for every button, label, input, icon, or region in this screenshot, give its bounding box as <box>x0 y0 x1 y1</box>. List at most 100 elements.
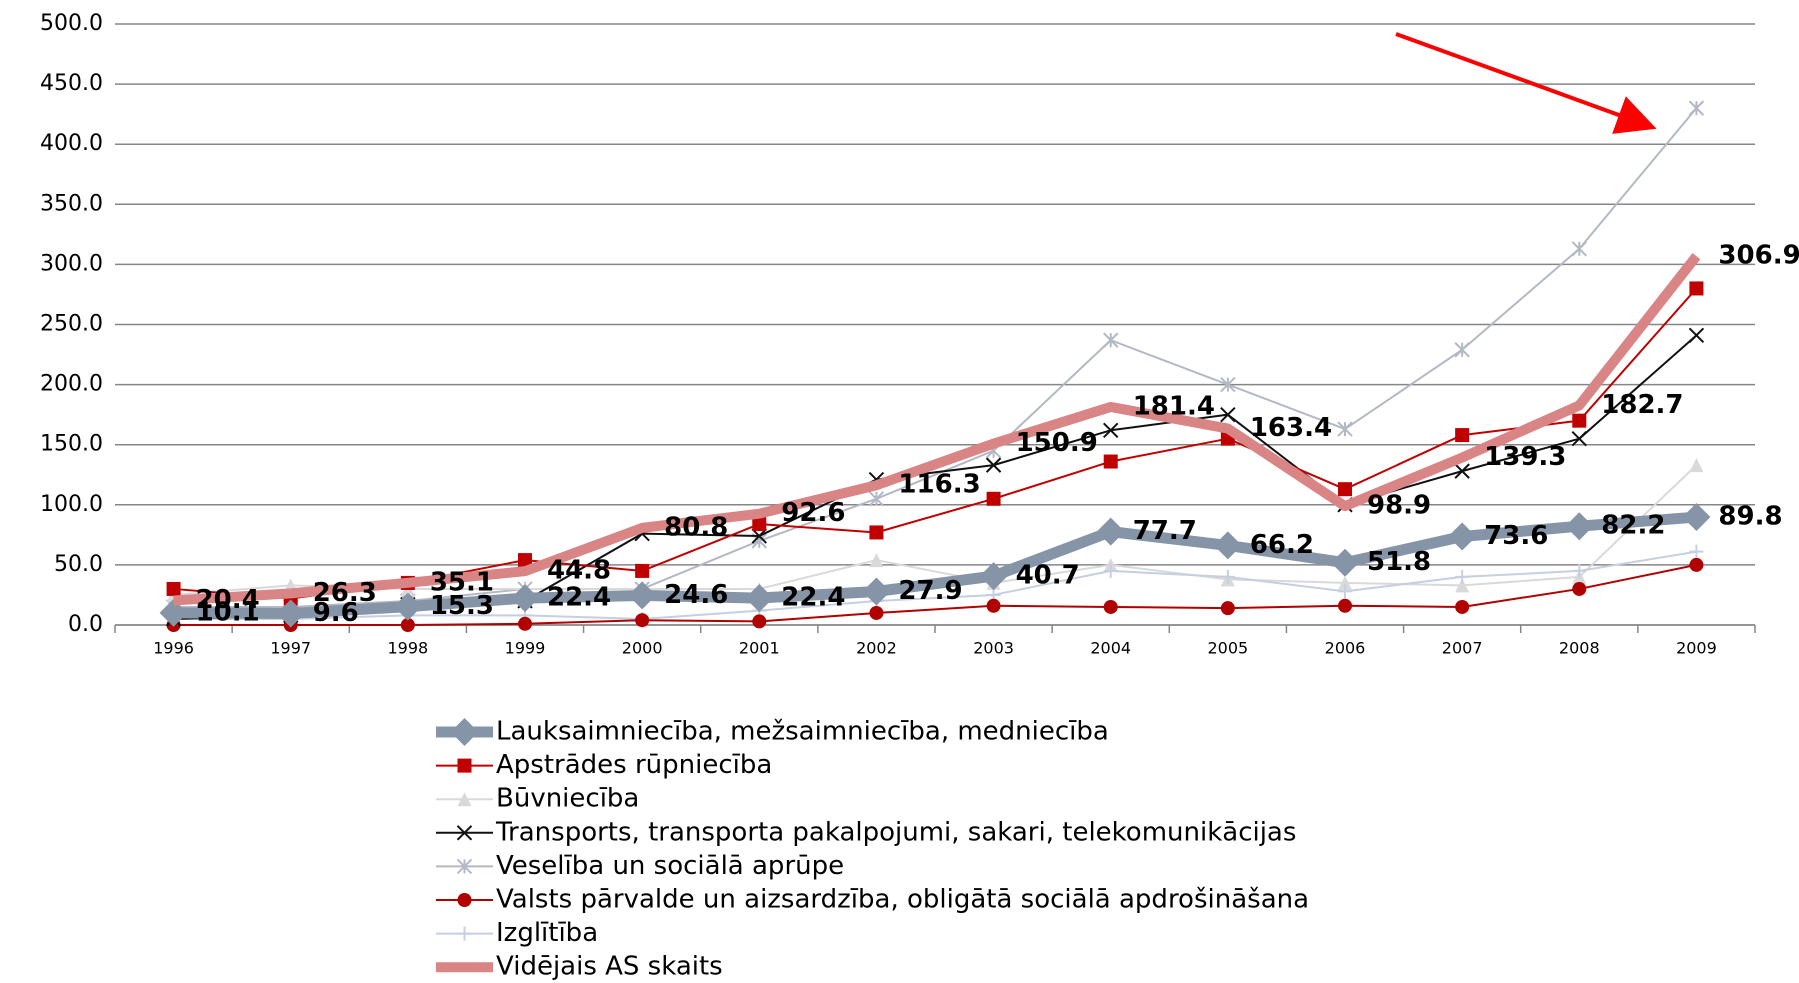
marker <box>1565 512 1594 541</box>
marker <box>635 613 650 628</box>
marker <box>869 553 884 568</box>
marker <box>979 562 1008 591</box>
marker <box>1213 531 1242 560</box>
data-label: 44.8 <box>547 556 611 586</box>
marker <box>1455 428 1470 443</box>
data-label: 27.9 <box>898 576 962 606</box>
marker <box>400 618 415 632</box>
y-tick-label: 500.0 <box>40 11 103 36</box>
marker <box>745 584 774 613</box>
data-label: 24.6 <box>664 580 728 610</box>
y-tick-label: 100.0 <box>40 492 103 517</box>
data-label: 80.8 <box>664 512 728 542</box>
marker <box>1688 100 1705 116</box>
y-tick-label: 150.0 <box>40 432 103 457</box>
data-label: 9.6 <box>313 598 359 628</box>
marker <box>1454 463 1470 479</box>
data-label: 51.8 <box>1367 547 1431 577</box>
data-label: 77.7 <box>1133 516 1197 546</box>
marker <box>1689 458 1704 473</box>
marker <box>1455 569 1470 584</box>
marker <box>1337 421 1353 437</box>
y-tick-label: 450.0 <box>40 71 103 96</box>
marker <box>635 563 650 578</box>
y-tick-label: 250.0 <box>40 312 103 337</box>
data-label: 26.3 <box>313 578 377 608</box>
data-label: 182.7 <box>1601 390 1683 420</box>
series-line <box>173 464 1698 596</box>
marker <box>1454 342 1470 358</box>
data-label: 66.2 <box>1250 530 1314 560</box>
marker <box>752 517 767 532</box>
marker <box>166 581 181 596</box>
x-tick-label: 2000 <box>622 639 663 658</box>
x-tick-label: 1997 <box>270 639 311 658</box>
marker <box>276 599 305 628</box>
x-tick-label: 2008 <box>1559 639 1600 658</box>
y-tick-label: 300.0 <box>40 251 103 276</box>
marker <box>1220 406 1236 423</box>
marker <box>1220 376 1236 393</box>
marker <box>1103 599 1118 614</box>
marker <box>1338 584 1352 599</box>
x-tick-label: 1996 <box>153 639 194 658</box>
data-label: 22.4 <box>781 583 845 613</box>
series-line <box>173 550 1697 620</box>
legend-label: Transports, transporta pakalpojumi, saka… <box>495 817 1296 847</box>
marker <box>1682 503 1711 532</box>
marker <box>1448 522 1477 551</box>
marker <box>1103 332 1119 348</box>
legend-label: Apstrādes rūpniecība <box>496 750 772 780</box>
series <box>159 503 1711 628</box>
series <box>166 557 1704 632</box>
marker <box>1571 430 1587 447</box>
legend-label: Lauksaimniecība, mežsaimniecība, medniec… <box>496 717 1109 747</box>
marker <box>1338 482 1352 497</box>
y-tick-label: 0.0 <box>68 612 103 637</box>
marker <box>1338 598 1352 613</box>
series-line <box>173 563 1697 626</box>
data-label: 73.6 <box>1484 521 1548 551</box>
y-tick-label: 200.0 <box>40 372 103 397</box>
marker <box>869 605 884 620</box>
data-label: 92.6 <box>781 498 845 528</box>
data-label: 22.4 <box>547 583 611 613</box>
x-tick-label: 1998 <box>387 639 428 658</box>
marker <box>1455 599 1470 614</box>
series-line <box>173 287 1698 600</box>
marker <box>985 457 1002 473</box>
series <box>166 281 1704 606</box>
marker <box>1103 563 1118 578</box>
x-tick-label: 1999 <box>505 639 546 658</box>
marker <box>1096 517 1125 546</box>
data-label: 40.7 <box>1016 561 1080 591</box>
marker <box>456 825 473 841</box>
legend-label: Valsts pārvalde un aizsardzība, obligātā… <box>496 885 1309 915</box>
x-tick-label: 2004 <box>1090 639 1131 658</box>
x-tick-label: 2009 <box>1676 639 1717 658</box>
marker <box>457 758 472 773</box>
data-label: 150.9 <box>1016 428 1098 458</box>
marker <box>457 893 472 907</box>
y-tick-label: 400.0 <box>40 131 103 156</box>
series <box>173 253 1701 606</box>
marker <box>159 598 188 627</box>
marker <box>457 792 472 807</box>
data-label: 181.4 <box>1133 391 1215 421</box>
x-tick-label: 2002 <box>856 639 897 658</box>
data-label: 116.3 <box>898 470 980 500</box>
marker <box>518 553 532 568</box>
data-label: 15.3 <box>430 591 494 621</box>
marker <box>393 592 422 621</box>
annotation-arrow <box>1395 32 1657 134</box>
series-line <box>173 253 1701 606</box>
x-tick-label: 2007 <box>1442 639 1483 658</box>
legend-label: Izglītība <box>496 918 598 948</box>
data-label: 35.1 <box>430 567 494 597</box>
marker <box>1689 557 1704 572</box>
legend-label: Vidējais AS skaits <box>496 952 723 982</box>
marker <box>1103 422 1119 438</box>
marker <box>456 858 473 875</box>
marker <box>862 577 891 606</box>
marker <box>1572 563 1587 578</box>
